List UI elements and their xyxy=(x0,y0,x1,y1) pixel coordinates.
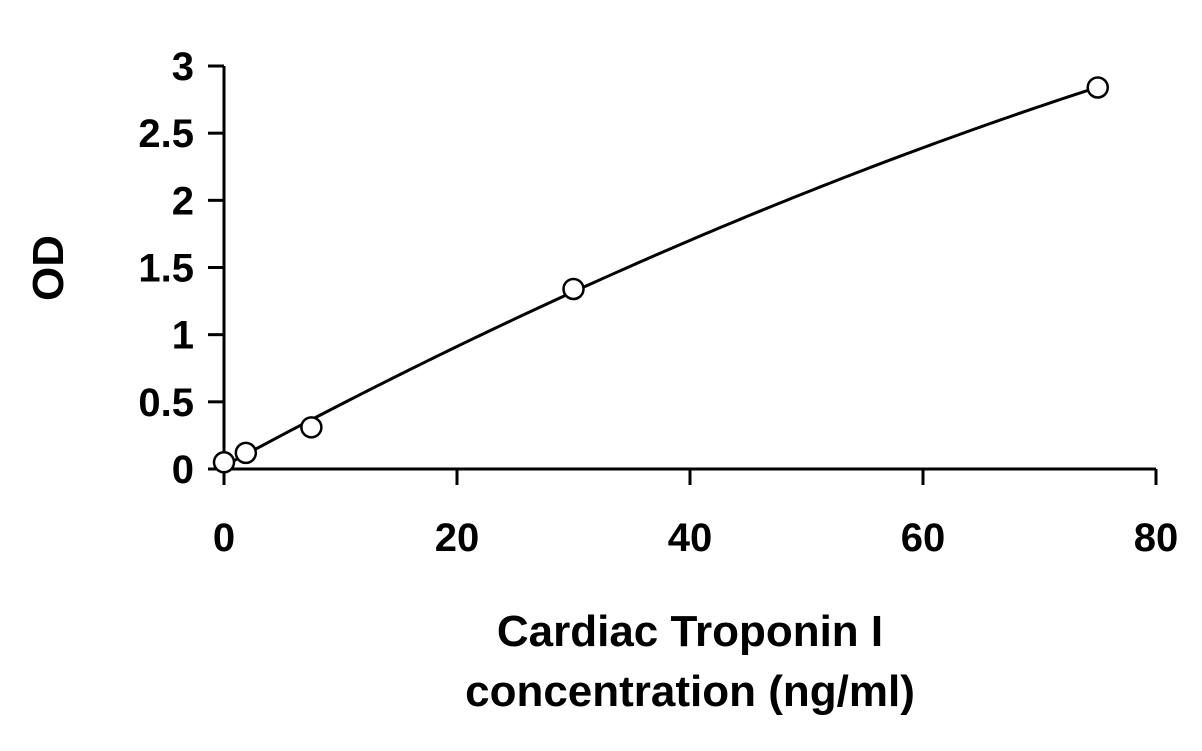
axes-layer xyxy=(222,66,1156,471)
x-tick-label: 40 xyxy=(668,516,713,560)
y-tick-label: 2.5 xyxy=(138,112,194,156)
y-tick-label: 3 xyxy=(172,45,194,89)
y-tick-label: 1 xyxy=(172,314,194,358)
data-point xyxy=(300,416,323,439)
data-point xyxy=(212,451,236,474)
y-tick-label: 0.5 xyxy=(138,381,194,425)
y-tick-label: 2 xyxy=(172,179,194,223)
x-tick-label: 20 xyxy=(435,516,480,560)
x-tick-label: 60 xyxy=(901,516,946,560)
data-point xyxy=(1086,76,1109,99)
x-axis-title-line-2: concentration (ng/ml) xyxy=(465,667,915,716)
y-tick-label: 0 xyxy=(172,448,194,492)
points-layer xyxy=(212,76,1109,474)
y-tick-label: 1.5 xyxy=(138,247,194,291)
data-point xyxy=(562,277,585,301)
curve-layer xyxy=(223,85,1099,468)
x-axis-title-line-1: Cardiac Troponin I xyxy=(497,607,883,656)
ticks-layer: 0 0.5 1 1.5 2 2.5 3 0 20 40 60 80 xyxy=(138,45,1178,560)
x-tick-label: 0 xyxy=(213,516,235,560)
y-axis-title: OD xyxy=(24,235,73,301)
x-tick-label: 80 xyxy=(1134,516,1179,560)
fitted-curve xyxy=(223,85,1099,468)
data-point xyxy=(234,441,258,465)
